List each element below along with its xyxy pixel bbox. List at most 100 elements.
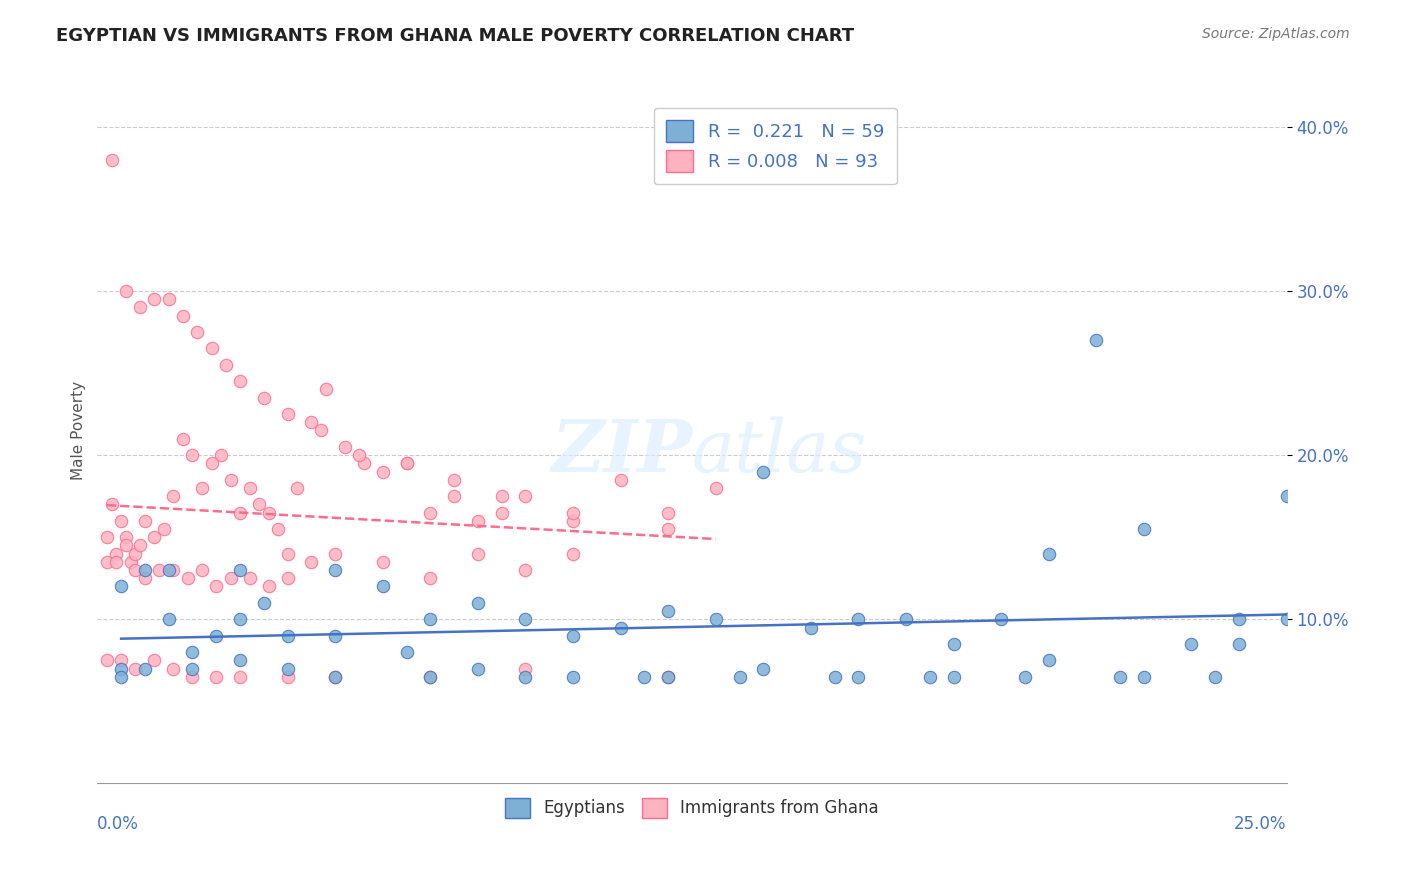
Point	[657, 670, 679, 684]
Point	[277, 629, 299, 643]
Point	[229, 506, 252, 520]
Point	[191, 563, 214, 577]
Point	[1204, 670, 1226, 684]
Point	[371, 579, 394, 593]
Point	[323, 629, 346, 643]
Point	[153, 522, 176, 536]
Point	[105, 555, 128, 569]
Point	[181, 661, 204, 675]
Point	[1133, 670, 1156, 684]
Point	[443, 473, 465, 487]
Point	[277, 407, 299, 421]
Point	[1180, 637, 1202, 651]
Point	[143, 530, 166, 544]
Point	[229, 374, 252, 388]
Point	[491, 506, 513, 520]
Point	[134, 661, 156, 675]
Point	[110, 670, 132, 684]
Text: 0.0%: 0.0%	[97, 815, 139, 833]
Point	[562, 629, 585, 643]
Point	[515, 612, 537, 626]
Point	[942, 637, 965, 651]
Point	[124, 547, 146, 561]
Point	[162, 661, 184, 675]
Point	[371, 465, 394, 479]
Point	[467, 661, 489, 675]
Point	[347, 448, 370, 462]
Point	[105, 547, 128, 561]
Point	[704, 612, 727, 626]
Point	[491, 489, 513, 503]
Point	[848, 612, 870, 626]
Point	[115, 538, 138, 552]
Point	[657, 604, 679, 618]
Point	[285, 481, 308, 495]
Point	[253, 391, 276, 405]
Point	[1275, 612, 1298, 626]
Point	[229, 612, 252, 626]
Point	[1038, 653, 1060, 667]
Point	[134, 571, 156, 585]
Point	[209, 448, 232, 462]
Point	[942, 670, 965, 684]
Point	[100, 497, 122, 511]
Point	[419, 670, 441, 684]
Point	[162, 563, 184, 577]
Point	[239, 571, 262, 585]
Point	[419, 571, 441, 585]
Point	[205, 670, 228, 684]
Point	[609, 620, 631, 634]
Point	[918, 670, 941, 684]
Point	[562, 506, 585, 520]
Point	[1014, 670, 1036, 684]
Point	[229, 563, 252, 577]
Point	[277, 670, 299, 684]
Point	[333, 440, 356, 454]
Text: atlas: atlas	[692, 417, 868, 487]
Point	[172, 309, 194, 323]
Point	[395, 456, 418, 470]
Point	[1227, 612, 1250, 626]
Text: EGYPTIAN VS IMMIGRANTS FROM GHANA MALE POVERTY CORRELATION CHART: EGYPTIAN VS IMMIGRANTS FROM GHANA MALE P…	[56, 27, 855, 45]
Point	[824, 670, 846, 684]
Point	[657, 506, 679, 520]
Point	[191, 481, 214, 495]
Point	[467, 596, 489, 610]
Point	[1275, 489, 1298, 503]
Point	[443, 489, 465, 503]
Point	[1133, 522, 1156, 536]
Point	[277, 571, 299, 585]
Point	[395, 456, 418, 470]
Point	[267, 522, 290, 536]
Point	[177, 571, 200, 585]
Point	[562, 670, 585, 684]
Point	[419, 506, 441, 520]
Point	[181, 645, 204, 659]
Point	[229, 670, 252, 684]
Point	[848, 670, 870, 684]
Point	[205, 579, 228, 593]
Point	[371, 555, 394, 569]
Point	[96, 653, 118, 667]
Point	[1085, 333, 1108, 347]
Point	[515, 489, 537, 503]
Point	[129, 301, 152, 315]
Text: ZIP: ZIP	[551, 417, 692, 487]
Point	[657, 670, 679, 684]
Point	[609, 473, 631, 487]
Point	[467, 547, 489, 561]
Point	[110, 661, 132, 675]
Point	[315, 383, 337, 397]
Point	[200, 342, 222, 356]
Point	[205, 629, 228, 643]
Point	[157, 563, 180, 577]
Point	[704, 481, 727, 495]
Point	[124, 563, 146, 577]
Point	[395, 645, 418, 659]
Point	[299, 555, 322, 569]
Point	[1109, 670, 1132, 684]
Point	[239, 481, 262, 495]
Point	[800, 620, 823, 634]
Legend: Egyptians, Immigrants from Ghana: Egyptians, Immigrants from Ghana	[499, 791, 886, 824]
Point	[181, 670, 204, 684]
